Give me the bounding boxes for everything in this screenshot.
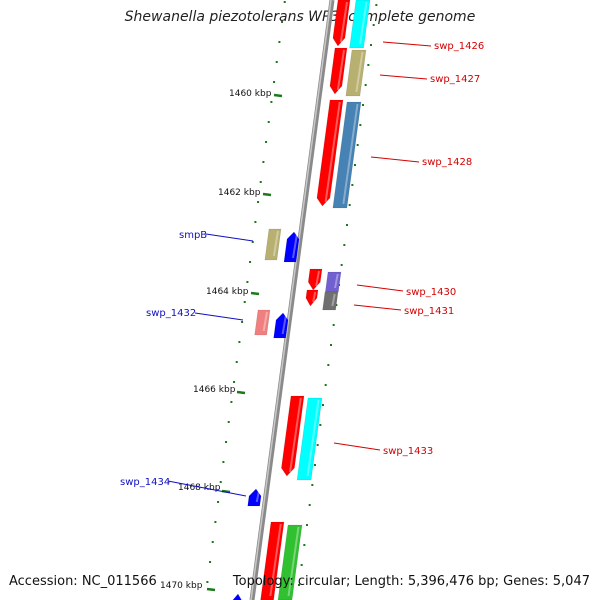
gene-label[interactable]: swp_1428 [422, 157, 472, 168]
gene-label[interactable]: swp_1431 [404, 306, 454, 317]
position-tick-label: 1464 kbp [206, 287, 249, 297]
gene-swp_1433-cyan-shade [306, 399, 320, 477]
gene-label[interactable]: swp_1427 [430, 74, 480, 85]
gene-label[interactable]: smpB [179, 230, 207, 241]
gene-swp_1432-pink[interactable] [254, 309, 271, 336]
gene-swp_1431-gray-shade [331, 293, 336, 307]
gene-label[interactable]: swp_1433 [383, 446, 433, 457]
gene-label-leader [370, 156, 420, 163]
position-tick-label: 1460 kbp [229, 89, 272, 99]
gene-label[interactable]: swp_1426 [434, 41, 484, 52]
gene-label-leader [356, 284, 404, 292]
gene-swp_1431-red-shade [312, 291, 317, 303]
accession-text: Accession: NC_011566 [9, 574, 157, 589]
gene-swp_1430-red-shade [315, 270, 320, 287]
gene-swp_1426-red[interactable] [332, 0, 351, 47]
position-tick-label: 1462 kbp [218, 188, 261, 198]
major-tick-mark [273, 93, 283, 98]
gene-bottom-green[interactable] [277, 524, 303, 600]
gene-label[interactable]: swp_1434 [120, 477, 170, 488]
gene-swp_1427-khaki-shade [355, 51, 364, 93]
gene-swp_1430-red[interactable] [307, 268, 323, 291]
gene-swp_1426-cyan[interactable] [349, 0, 371, 49]
gene-swp_1431-red[interactable] [305, 289, 319, 307]
gene-bottom-red[interactable] [260, 521, 285, 600]
gene-smpB-blue[interactable] [283, 231, 300, 263]
major-tick-mark [250, 291, 260, 296]
gene-swp_1427-red[interactable] [329, 47, 348, 95]
gene-label-leader [333, 442, 381, 451]
gene-swp_1427-khaki[interactable] [345, 49, 367, 97]
major-tick-mark [206, 587, 216, 592]
gene-swp_1428-red-shade [324, 101, 341, 203]
genome-backbone [249, 0, 335, 600]
gene-label[interactable]: swp_1430 [406, 287, 456, 298]
gene-label-leader [205, 233, 254, 242]
gene-bottom-blue[interactable] [231, 593, 243, 600]
genome-backbone-highlight [250, 0, 332, 600]
gene-swp_1426-red-shade [339, 1, 348, 43]
gene-label-leader [353, 304, 402, 311]
gene-swp_1434-blue-shade [255, 490, 260, 503]
gene-swp_1433-red-shade [289, 397, 302, 473]
gene-swp_1427-red-shade [336, 49, 345, 91]
gene-label-leader [194, 312, 244, 321]
gene-label-leader [379, 74, 428, 80]
gene-label-leader [382, 41, 432, 47]
position-tick-label: 1466 kbp [193, 385, 236, 395]
genome-title: Shewanella piezotolerans WP3, complete g… [124, 9, 476, 25]
gene-swp_1433-red[interactable] [281, 395, 305, 477]
gene-swp_1430-purple-shade [334, 273, 339, 289]
gene-swp_1428-blue[interactable] [332, 101, 362, 209]
gene-swp_1434-blue[interactable] [247, 488, 262, 507]
gene-swp_1426-cyan-shade [359, 1, 368, 45]
gene-swp_1432-blue-shade [281, 314, 287, 335]
gene-label-leader [167, 480, 247, 497]
summary-text: Topology: circular; Length: 5,396,476 bp… [232, 574, 590, 589]
position-tick-label: 1470 kbp [160, 581, 203, 591]
gene-swp_1430-purple[interactable] [324, 271, 342, 293]
gene-smpB-khaki[interactable] [264, 228, 282, 261]
position-tick-label: 1468 kbp [178, 483, 221, 493]
gene-swp_1431-gray[interactable] [322, 291, 339, 311]
gene-swp_1428-red[interactable] [316, 99, 344, 207]
gene-swp_1428-blue-shade [342, 103, 359, 205]
gene-swp_1432-blue[interactable] [273, 312, 289, 339]
gene-swp_1433-cyan[interactable] [296, 397, 323, 481]
gene-smpB-khaki-shade [272, 230, 279, 257]
gene-label[interactable]: swp_1432 [146, 308, 196, 319]
major-tick-mark [236, 390, 246, 395]
gene-bottom-green-shade [287, 526, 300, 597]
gene-swp_1432-pink-shade [262, 311, 268, 332]
gene-smpB-blue-shade [292, 233, 298, 259]
gene-bottom-red-shade [269, 523, 282, 597]
major-tick-mark [262, 192, 272, 197]
